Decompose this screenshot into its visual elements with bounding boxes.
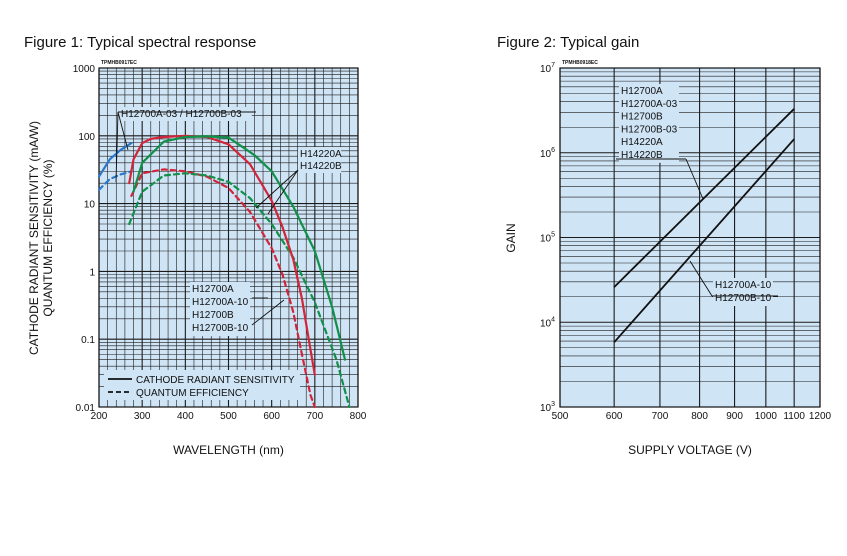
fig2-plot-frame [559,67,821,408]
fig2-y-tick-label: 106 [540,147,555,160]
fig2-x-tick-label: 700 [652,411,669,422]
fig1-x-tick-label: 600 [263,411,280,422]
fig2-annotation-0-label: H14220B [621,150,663,161]
fig1-x-tick-label: 500 [220,411,237,422]
fig2-y-tick-label: 104 [540,316,555,329]
fig2-leader-line [685,158,704,200]
fig1-legend-label: CATHODE RADIANT SENSITIVITY [136,375,295,386]
fig2-annotation-0-label: H12700A [621,86,663,97]
fig1-legend-bg [104,370,300,400]
fig1-x-tick-label: 300 [134,411,151,422]
fig1-annotation-1-label: H14220B [300,161,342,172]
fig1-series-line-5 [128,172,351,409]
fig1-annotation-2-label-bg [190,282,250,336]
fig1-y-tick-label: 0.01 [76,403,96,414]
fig2-y-tick-base: 10 [540,149,552,160]
fig1-plot-frame [98,67,359,408]
fig2-y-tick-base: 10 [540,234,552,245]
fig2-annotation-1-label: H12700A-10 [715,280,772,291]
fig1-code: TPMHB0917EC [101,60,137,66]
fig2-y-tick-exp: 6 [551,147,555,154]
fig1-series-line-2 [128,134,316,376]
fig1-leader-line [267,169,299,215]
figure2-title: Figure 2: Typical gain [497,34,640,51]
fig1-leader-line [117,111,129,151]
fig1-annotation-2-label: H12700B [192,310,234,321]
fig1-series-line-0 [97,142,133,178]
fig2-annotation-0-label: H14220A [621,137,663,148]
fig2-leader-line [689,260,713,297]
fig1-leader-line [255,169,299,209]
fig2-series-line-0 [613,108,795,288]
fig2-annotation-0-label: H12700B-03 [621,124,678,135]
fig1-x-tick-label: 200 [91,411,108,422]
fig1-leader-line [115,111,119,183]
fig2-y-tick-base: 10 [540,403,552,414]
fig1-leader-line [251,299,285,326]
fig2-y-tick-label: 107 [540,62,555,75]
fig1-y-tick-label: 0.1 [81,335,95,346]
fig2-annotation-1-label: H12700B-10 [715,293,772,304]
fig2-y-tick-exp: 4 [551,316,555,323]
fig2-x-tick-label: 900 [726,411,743,422]
fig1-annotation-2-label: H12700B-10 [192,323,249,334]
fig1-x-axis-label: WAVELENGTH (nm) [173,443,284,457]
fig1-y-axis-label: CATHODE RADIANT SENSITIVITY (mA/W) [27,121,41,355]
fig1-x-tick-label: 400 [177,411,194,422]
fig1-y-tick-label: 1000 [73,64,96,75]
fig2-x-tick-label: 800 [691,411,708,422]
fig2-y-tick-exp: 3 [551,401,555,408]
fig1-annotation-2-label: H12700A [192,284,234,295]
fig2-y-tick-label: 105 [540,232,555,245]
fig2-annotation-0-label: H12700B [621,112,663,123]
fig2-y-tick-exp: 7 [551,62,555,69]
fig1-y-axis-label-2: QUANTUM EFFICIENCY (%) [41,159,55,316]
fig2-y-tick-exp: 5 [551,232,555,239]
fig2-series-line-1 [613,138,795,343]
fig1-x-tick-label: 700 [306,411,323,422]
fig2-x-tick-label: 500 [552,411,569,422]
fig1-annotation-2-label: H12700A-10 [192,297,249,308]
fig2-y-tick-base: 10 [540,318,552,329]
fig2-annotation-0-label-bg [619,84,679,163]
fig2-y-axis-label: GAIN [504,223,518,252]
fig2-annotation-1-label-bg [713,278,773,306]
fig2-x-axis-label: SUPPLY VOLTAGE (V) [628,443,752,457]
fig1-legend-label: QUANTUM EFFICIENCY [136,388,249,399]
fig1-series-line-3 [130,168,316,409]
fig2-y-tick-base: 10 [540,64,552,75]
fig1-annotation-1-label-bg [298,147,342,173]
fig1-annotation-0-label-bg [119,107,252,121]
fig2-x-tick-label: 1200 [809,411,832,422]
fig2-x-tick-label: 1000 [755,411,778,422]
fig2-code: TPMHB0918EC [562,60,598,66]
fig1-annotation-1-label: H14220A [300,149,342,160]
fig1-series-line-4 [132,135,347,361]
fig1-y-tick-label: 100 [78,132,95,143]
fig1-series-line-1 [97,170,133,191]
fig2-x-tick-label: 600 [606,411,623,422]
fig1-y-tick-label: 1 [89,267,95,278]
fig1-annotation-0-label: H12700A-03 / H12700B-03 [121,109,242,120]
fig2-annotation-0-label: H12700A-03 [621,99,678,110]
figure1-title: Figure 1: Typical spectral response [24,34,257,51]
fig1-y-tick-label: 10 [84,200,96,211]
fig1-x-tick-label: 800 [350,411,367,422]
fig2-x-tick-label: 1100 [783,411,805,422]
fig2-y-tick-label: 103 [540,401,555,414]
